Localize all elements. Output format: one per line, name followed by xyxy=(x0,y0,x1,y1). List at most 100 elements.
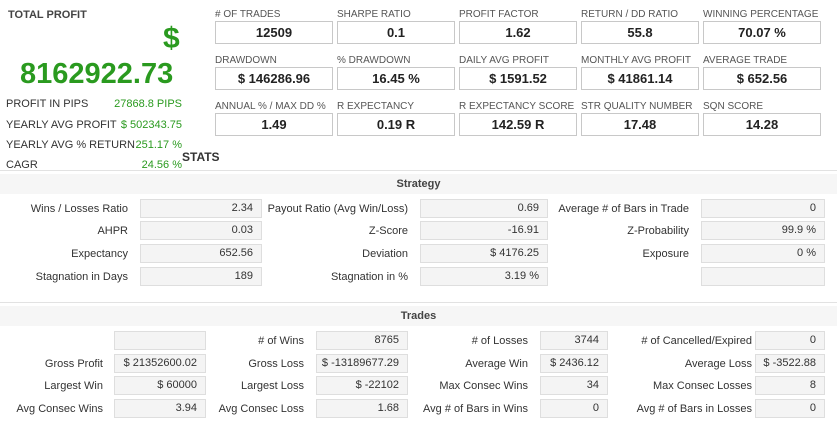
stat-value: 2.34 xyxy=(140,199,262,218)
metric-value: 16.45 % xyxy=(337,67,455,90)
metric-value: 70.07 % xyxy=(703,21,821,44)
trade-label: Avg # of Bars in Wins xyxy=(423,403,528,415)
stat-value: 0 % xyxy=(701,244,825,263)
metric-value: 142.59 R xyxy=(459,113,577,136)
trade-value: $ 21352600.02 xyxy=(114,354,206,373)
metric-value: 12509 xyxy=(215,21,333,44)
trade-label: Avg Consec Wins xyxy=(16,403,103,415)
stat-value xyxy=(701,267,825,286)
metric-value: $ 146286.96 xyxy=(215,67,333,90)
trade-value: 34 xyxy=(540,376,608,395)
trade-label: Largest Loss xyxy=(241,380,304,392)
metric-label: R EXPECTANCY SCORE xyxy=(459,101,575,112)
metric-label: DRAWDOWN xyxy=(215,55,277,66)
yearly-avg-return-row: YEARLY AVG % RETURN 251.17 % xyxy=(6,137,182,153)
trade-value: 3.94 xyxy=(114,399,206,418)
divider xyxy=(0,302,837,303)
trade-value: $ 60000 xyxy=(114,376,206,395)
trade-label: Gross Loss xyxy=(248,358,304,370)
trade-label: Avg # of Bars in Losses xyxy=(636,403,752,415)
metric-value: $ 652.56 xyxy=(703,67,821,90)
trade-value: $ -3522.88 xyxy=(755,354,825,373)
trade-label: Max Consec Wins xyxy=(439,380,528,392)
strategy-header-band xyxy=(0,174,837,194)
trade-value xyxy=(114,331,206,350)
metric-label: DAILY AVG PROFIT xyxy=(459,55,550,66)
trade-value: 8765 xyxy=(316,331,408,350)
stat-value: 189 xyxy=(140,267,262,286)
metric-value: 55.8 xyxy=(581,21,699,44)
profit-in-pips-value: 27868.8 PIPS xyxy=(114,98,182,110)
stat-label: Wins / Losses Ratio xyxy=(30,203,128,215)
yearly-avg-profit-value: $ 502343.75 xyxy=(120,119,182,131)
trade-label: Gross Profit xyxy=(44,358,103,370)
metric-value: 0.19 R xyxy=(337,113,455,136)
metric-label: # OF TRADES xyxy=(215,9,281,20)
trades-header-band xyxy=(0,306,837,326)
trade-label: Largest Win xyxy=(44,380,103,392)
stat-value: -16.91 xyxy=(420,221,548,240)
trade-value: 0 xyxy=(540,399,608,418)
metric-value: 1.62 xyxy=(459,21,577,44)
dollar-icon: $ xyxy=(163,22,180,55)
stat-label: Stagnation in Days xyxy=(35,271,128,283)
trade-label: Max Consec Losses xyxy=(652,380,752,392)
metric-label: R EXPECTANCY xyxy=(337,101,415,112)
metric-label: SHARPE RATIO xyxy=(337,9,411,20)
stat-label: AHPR xyxy=(97,225,128,237)
profit-in-pips-row: PROFIT IN PIPS 27868.8 PIPS xyxy=(6,96,182,112)
metric-value: $ 41861.14 xyxy=(581,67,699,90)
cagr-value: 24.56 % xyxy=(141,159,182,171)
stat-value: 0.69 xyxy=(420,199,548,218)
stat-label: Deviation xyxy=(362,248,408,260)
metric-label: MONTHLY AVG PROFIT xyxy=(581,55,692,66)
trade-label xyxy=(0,332,103,350)
trade-value: $ -22102 xyxy=(316,376,408,395)
trade-value: $ 2436.12 xyxy=(540,354,608,373)
metric-label: % DRAWDOWN xyxy=(337,55,411,66)
total-profit-label: TOTAL PROFIT xyxy=(8,9,87,21)
trade-label: Average Win xyxy=(465,358,528,370)
trade-value: 3744 xyxy=(540,331,608,350)
cagr-row: CAGR 24.56 % xyxy=(6,157,182,173)
profit-in-pips-label: PROFIT IN PIPS xyxy=(6,98,89,110)
stat-label: Stagnation in % xyxy=(330,271,408,283)
trade-value: $ -13189677.29 xyxy=(316,354,408,373)
metric-label: ANNUAL % / MAX DD % xyxy=(215,101,326,112)
metric-label: RETURN / DD RATIO xyxy=(581,9,679,20)
stat-label: Exposure xyxy=(642,248,689,260)
metric-label: PROFIT FACTOR xyxy=(459,9,539,20)
trade-label: # of Cancelled/Expired xyxy=(641,335,752,347)
stat-label xyxy=(548,268,689,286)
metric-label: AVERAGE TRADE xyxy=(703,55,788,66)
stat-value: 652.56 xyxy=(140,244,262,263)
yearly-avg-return-value: 251.17 % xyxy=(135,139,182,151)
yearly-avg-profit-row: YEARLY AVG PROFIT $ 502343.75 xyxy=(6,117,182,133)
metric-value: 17.48 xyxy=(581,113,699,136)
metric-value: 0.1 xyxy=(337,21,455,44)
stat-label: Expectancy xyxy=(71,248,128,260)
trade-label: # of Wins xyxy=(258,335,304,347)
stat-label: Payout Ratio (Avg Win/Loss) xyxy=(267,203,408,215)
total-profit-value: 8162922.73 xyxy=(20,58,174,90)
metric-value: 14.28 xyxy=(703,113,821,136)
metric-value: 1.49 xyxy=(215,113,333,136)
stats-heading: STATS xyxy=(182,150,220,164)
stat-value: 0.03 xyxy=(140,221,262,240)
stat-label: Z-Probability xyxy=(627,225,689,237)
stat-value: 99.9 % xyxy=(701,221,825,240)
yearly-avg-profit-label: YEARLY AVG PROFIT xyxy=(6,119,117,131)
stat-value: 0 xyxy=(701,199,825,218)
cagr-label: CAGR xyxy=(6,159,38,171)
metric-label: WINNING PERCENTAGE xyxy=(703,9,819,20)
yearly-avg-return-label: YEARLY AVG % RETURN xyxy=(6,139,135,151)
metric-label: SQN SCORE xyxy=(703,101,764,112)
trade-label: # of Losses xyxy=(471,335,528,347)
trade-value: 0 xyxy=(755,399,825,418)
strategy-heading: Strategy xyxy=(396,178,441,190)
trade-value: 1.68 xyxy=(316,399,408,418)
trade-value: 0 xyxy=(755,331,825,350)
stat-label: Average # of Bars in Trade xyxy=(558,203,689,215)
divider xyxy=(0,170,837,171)
trade-label: Avg Consec Loss xyxy=(218,403,304,415)
